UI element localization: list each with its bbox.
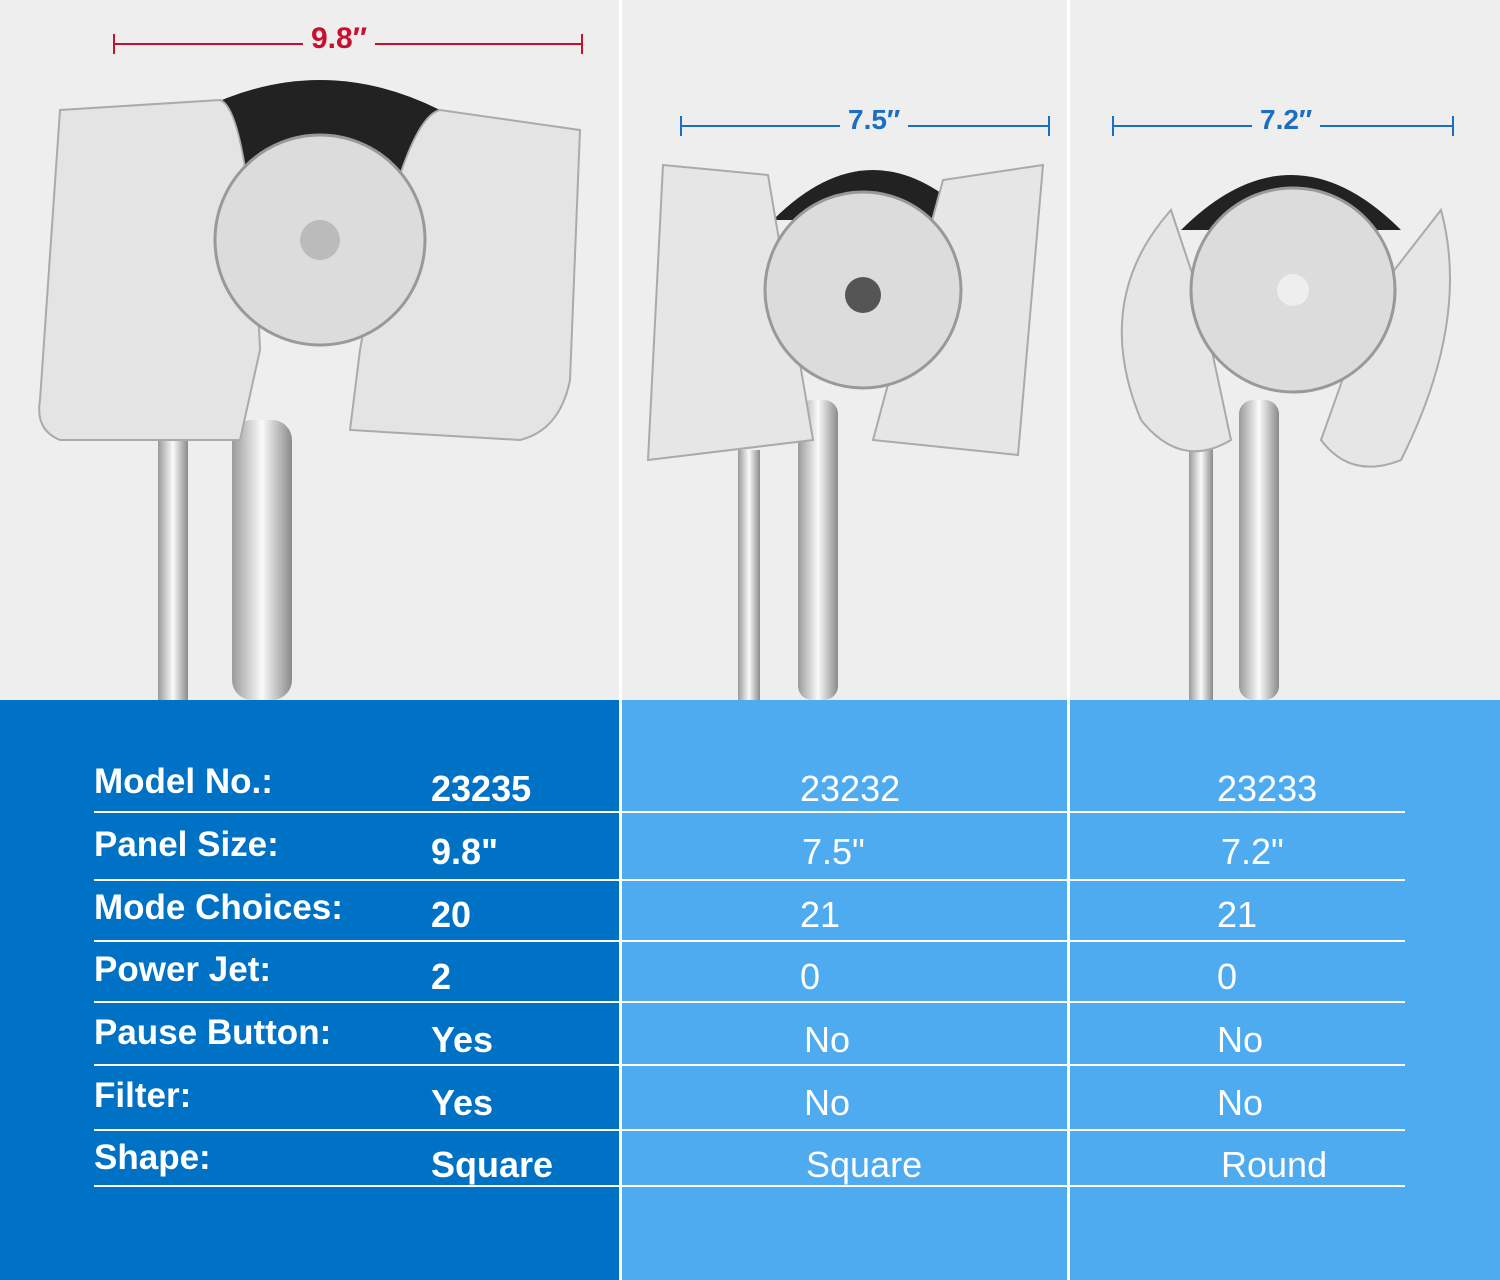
row-divider: [94, 1064, 1405, 1066]
cell-value: No: [804, 1082, 851, 1123]
row-divider: [94, 1129, 1405, 1131]
cell-value: 23235: [431, 768, 532, 809]
cell-value: 0: [800, 956, 821, 997]
cell-value: 7.5": [802, 831, 865, 872]
row-divider: [94, 879, 1405, 881]
shower-head-square-image: [646, 163, 1045, 700]
cell-value: 21: [800, 894, 841, 935]
row-label: Mode Choices:: [94, 888, 343, 927]
row-label: Panel Size:: [94, 825, 279, 864]
row-divider: [94, 940, 1405, 942]
cell-value: 0: [1217, 956, 1238, 997]
cell-value: Square: [806, 1144, 923, 1185]
table-column-featured: [0, 700, 620, 1280]
shower-head-round-image: [1120, 175, 1451, 700]
row-divider: [94, 811, 1405, 813]
cell-value: 2: [431, 956, 452, 997]
cell-value: No: [1217, 1019, 1264, 1060]
row-label: Model No.:: [94, 762, 273, 801]
cell-value: 23233: [1217, 768, 1318, 809]
dimension-marker-23235: 9.8″: [113, 22, 583, 56]
cell-value: 23232: [800, 768, 901, 809]
column-divider: [1067, 0, 1070, 1280]
row-label: Filter:: [94, 1076, 192, 1115]
shower-head-square-large-image: [38, 80, 582, 700]
cell-value: 21: [1217, 894, 1258, 935]
dimension-label: 7.2″: [1252, 104, 1321, 136]
row-divider: [94, 1185, 1405, 1187]
column-divider: [619, 0, 622, 1280]
dimension-label: 9.8″: [303, 22, 376, 56]
cell-value: 20: [431, 894, 472, 935]
cell-value: 7.2": [1221, 831, 1284, 872]
cell-value: 9.8": [431, 831, 499, 872]
dimension-label: 7.5″: [840, 104, 909, 136]
cell-value: Yes: [431, 1082, 494, 1123]
cell-value: Yes: [431, 1019, 494, 1060]
cell-value: No: [1217, 1082, 1264, 1123]
table-column-others: [620, 700, 1500, 1280]
row-label: Pause Button:: [94, 1013, 332, 1052]
row-divider: [94, 1001, 1405, 1003]
dimension-marker-23232: 7.5″: [680, 104, 1050, 136]
dimension-marker-23233: 7.2″: [1112, 104, 1454, 136]
row-label: Power Jet:: [94, 950, 271, 989]
cell-value: No: [804, 1019, 851, 1060]
row-label: Shape:: [94, 1138, 211, 1177]
cell-value: Square: [431, 1144, 554, 1185]
cell-value: Round: [1221, 1144, 1328, 1185]
